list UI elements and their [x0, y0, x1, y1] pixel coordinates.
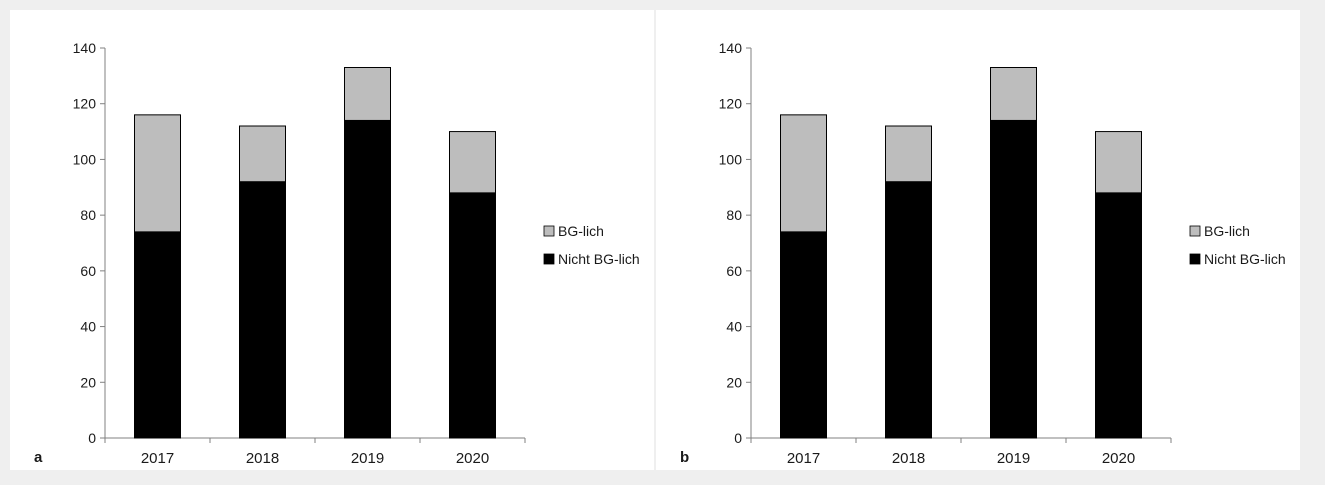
- chart-panel-a: 0 20 40 60 80 100 120 140 2017 2018 2019 2020 a BG-li…: [10, 10, 654, 470]
- x-tick-label: 2020: [1102, 450, 1135, 467]
- y-tick-label: 0: [88, 430, 96, 446]
- bar-bg-lich: [239, 125, 286, 183]
- x-tick-label: 2019: [997, 450, 1030, 467]
- x-tick-label: 2019: [351, 450, 384, 467]
- bar-nicht-bg-lich: [1095, 192, 1142, 439]
- y-tick-label: 60: [726, 263, 742, 279]
- bar-nicht-bg-lich: [134, 231, 181, 439]
- legend-swatch-bg-lich: [543, 225, 555, 237]
- legend-label: Nicht BG-lich: [1204, 251, 1286, 267]
- panel-label: a: [34, 449, 43, 466]
- panel-label: b: [680, 449, 689, 466]
- bar-bg-lich: [990, 67, 1037, 121]
- bar-bg-lich: [780, 114, 827, 233]
- bar-nicht-bg-lich: [990, 119, 1037, 439]
- legend-label: BG-lich: [558, 223, 604, 239]
- y-tick-label: 20: [726, 374, 742, 390]
- chart-panel-b: 0 20 40 60 80 100 120 140 2017 2018 2019 2020 b BG-li…: [656, 10, 1300, 470]
- y-tick-label: 140: [73, 40, 97, 56]
- bar-nicht-bg-lich: [885, 181, 932, 439]
- bar-nicht-bg-lich: [344, 119, 391, 439]
- x-tick-label: 2018: [246, 450, 279, 467]
- bar-bg-lich: [1095, 131, 1142, 194]
- bar-bg-lich: [344, 67, 391, 121]
- y-tick-label: 100: [73, 151, 97, 167]
- y-tick-label: 40: [726, 319, 742, 335]
- x-tick-label: 2018: [892, 450, 925, 467]
- y-tick-label: 100: [719, 151, 743, 167]
- y-tick-label: 20: [80, 374, 96, 390]
- chart-a-svg: 0 20 40 60 80 100 120 140 2017 2018 2019 2020 a BG-li…: [34, 40, 640, 467]
- bar-bg-lich: [885, 125, 932, 183]
- bar-bg-lich: [449, 131, 496, 194]
- bar-bg-lich: [134, 114, 181, 233]
- y-tick-label: 140: [719, 40, 743, 56]
- legend-swatch-nicht-bg-lich: [543, 253, 555, 265]
- bar-nicht-bg-lich: [449, 192, 496, 439]
- bar-nicht-bg-lich: [239, 181, 286, 439]
- x-tick-label: 2020: [456, 450, 489, 467]
- chart-b-svg: 0 20 40 60 80 100 120 140 2017 2018 2019 2020 b BG-li…: [680, 40, 1286, 467]
- y-tick-label: 80: [726, 207, 742, 223]
- y-tick-label: 40: [80, 319, 96, 335]
- y-tick-label: 120: [73, 96, 97, 112]
- bar-nicht-bg-lich: [780, 231, 827, 439]
- x-tick-label: 2017: [787, 450, 820, 467]
- legend-swatch-nicht-bg-lich: [1189, 253, 1201, 265]
- legend-label: Nicht BG-lich: [558, 251, 640, 267]
- y-tick-label: 120: [719, 96, 743, 112]
- legend-swatch-bg-lich: [1189, 225, 1201, 237]
- y-tick-label: 80: [80, 207, 96, 223]
- x-tick-label: 2017: [141, 450, 174, 467]
- legend-label: BG-lich: [1204, 223, 1250, 239]
- y-tick-label: 0: [734, 430, 742, 446]
- y-tick-label: 60: [80, 263, 96, 279]
